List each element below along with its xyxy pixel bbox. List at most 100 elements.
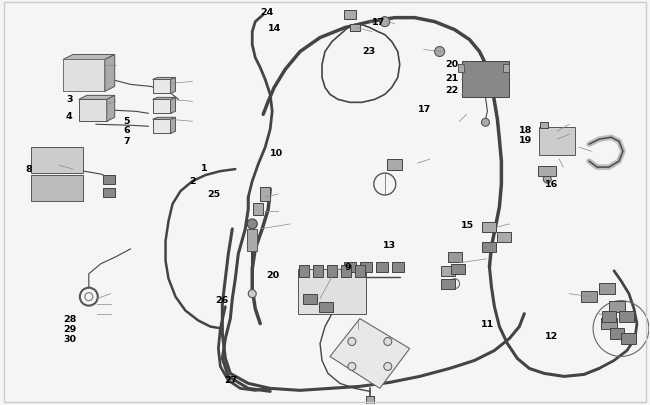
Bar [619, 311, 634, 322]
Polygon shape [79, 100, 107, 122]
Bar [344, 11, 356, 20]
Bar [355, 265, 365, 277]
Polygon shape [153, 80, 170, 94]
Bar [247, 229, 257, 251]
Text: 19: 19 [519, 135, 532, 145]
Polygon shape [63, 55, 114, 60]
Bar [313, 265, 323, 277]
Bar [448, 252, 462, 262]
Bar [482, 242, 497, 252]
Bar [254, 203, 263, 215]
Text: 12: 12 [545, 331, 558, 340]
Circle shape [247, 220, 257, 229]
Polygon shape [153, 100, 170, 114]
Bar [601, 318, 617, 329]
Bar [303, 294, 317, 304]
Text: 7: 7 [123, 136, 129, 146]
Bar [344, 262, 356, 272]
Bar [441, 279, 454, 289]
Text: 20: 20 [266, 270, 280, 279]
Text: 5: 5 [123, 117, 129, 126]
Bar [31, 176, 83, 202]
Bar [387, 159, 402, 170]
Text: 30: 30 [63, 335, 76, 343]
Bar [392, 262, 404, 272]
Text: 2: 2 [189, 177, 196, 186]
Bar [450, 264, 465, 274]
Bar [341, 265, 351, 277]
Bar [260, 188, 270, 202]
Circle shape [435, 47, 445, 58]
Bar [599, 284, 615, 294]
Bar [482, 222, 497, 232]
Bar [31, 148, 83, 174]
Polygon shape [153, 78, 176, 80]
Text: 4: 4 [66, 111, 73, 120]
Text: 21: 21 [445, 74, 458, 83]
Text: 22: 22 [445, 86, 458, 95]
Polygon shape [170, 118, 176, 134]
Bar [538, 167, 556, 177]
Bar [497, 232, 512, 242]
Polygon shape [105, 55, 114, 92]
Bar [441, 266, 454, 276]
Polygon shape [330, 319, 410, 388]
Circle shape [380, 17, 390, 28]
Text: 15: 15 [461, 220, 474, 229]
Bar [327, 265, 337, 277]
Polygon shape [170, 98, 176, 114]
Text: 8: 8 [26, 165, 32, 174]
Bar [540, 123, 548, 129]
Bar [503, 65, 510, 73]
Text: 3: 3 [66, 95, 72, 104]
Bar [610, 328, 625, 339]
Bar [540, 128, 575, 156]
Circle shape [348, 338, 356, 345]
Circle shape [384, 338, 392, 345]
Text: 13: 13 [384, 241, 396, 249]
Bar [621, 333, 636, 344]
Bar [350, 25, 360, 32]
Bar [366, 396, 374, 404]
Text: 23: 23 [362, 47, 375, 55]
Bar [601, 311, 616, 322]
Text: 14: 14 [268, 23, 281, 33]
Text: 20: 20 [445, 60, 458, 69]
Bar [103, 188, 114, 197]
Polygon shape [63, 60, 105, 92]
Bar [462, 62, 510, 98]
Text: 9: 9 [344, 262, 351, 272]
Text: 6: 6 [123, 126, 129, 135]
Circle shape [348, 362, 356, 371]
Polygon shape [170, 78, 176, 94]
Text: 25: 25 [207, 190, 220, 199]
Text: 17: 17 [372, 18, 385, 28]
Text: 16: 16 [545, 180, 558, 189]
Bar [581, 292, 597, 303]
Text: 27: 27 [225, 375, 238, 384]
Circle shape [482, 119, 489, 127]
Polygon shape [153, 98, 176, 100]
Bar [319, 302, 333, 312]
Text: 24: 24 [260, 9, 274, 17]
Bar [298, 269, 366, 314]
Text: 29: 29 [63, 324, 77, 333]
Text: 10: 10 [270, 149, 283, 158]
Bar [376, 262, 388, 272]
Bar [609, 301, 625, 312]
Polygon shape [153, 118, 176, 120]
Circle shape [248, 290, 256, 298]
Bar [458, 65, 463, 73]
Bar [63, 60, 105, 92]
Text: 17: 17 [418, 104, 431, 113]
Polygon shape [107, 96, 114, 122]
Bar [360, 262, 372, 272]
Bar [299, 265, 309, 277]
Polygon shape [79, 96, 114, 100]
Circle shape [384, 362, 392, 371]
Text: 1: 1 [201, 164, 207, 173]
Polygon shape [153, 120, 170, 134]
Text: 26: 26 [215, 296, 228, 305]
Text: 11: 11 [480, 319, 494, 328]
Text: 28: 28 [63, 314, 77, 323]
